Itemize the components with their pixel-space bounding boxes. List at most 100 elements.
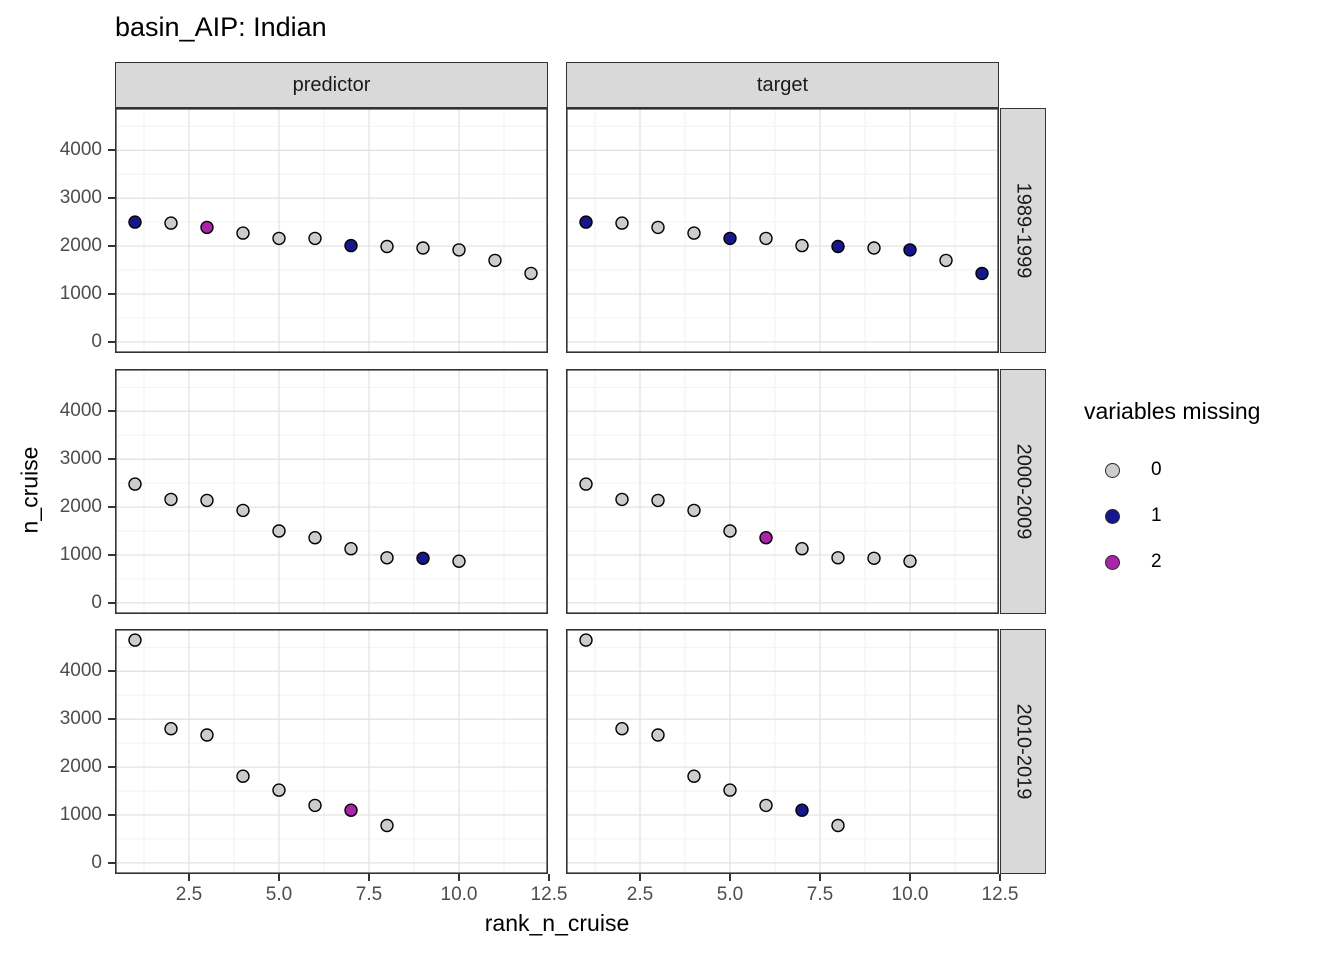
y-tick-label: 2000: [59, 235, 102, 256]
data-point: [164, 216, 178, 230]
chart-title: basin_AIP: Indian: [115, 12, 327, 42]
facet-col-strip-predictor: predictor: [115, 62, 548, 108]
y-tick-label: 1000: [59, 283, 102, 304]
x-axis-tick: [368, 874, 370, 881]
y-axis-tick: [108, 341, 115, 343]
facet-panel-r1-c0: [115, 369, 548, 614]
x-tick-label: 7.5: [806, 884, 834, 905]
data-point: [687, 226, 701, 240]
data-point: [723, 783, 737, 797]
data-point: [867, 241, 881, 255]
y-axis-tick: [108, 293, 115, 295]
y-axis-tick: [108, 197, 115, 199]
data-point: [615, 721, 629, 736]
y-axis-tick: [108, 814, 115, 816]
data-point: [308, 530, 322, 545]
y-axis-tick: [108, 670, 115, 672]
y-axis-tick: [108, 458, 115, 460]
data-point: [939, 253, 953, 268]
x-axis-tick: [278, 874, 280, 881]
x-axis-tick: [188, 874, 190, 881]
data-point: [308, 231, 322, 246]
x-axis-tick: [729, 874, 731, 881]
y-axis-tick: [108, 766, 115, 768]
x-tick-label: 2.5: [175, 884, 203, 905]
data-point: [687, 503, 701, 518]
x-axis-tick: [909, 874, 911, 881]
legend-item-label: 0: [1151, 459, 1162, 480]
data-point: [831, 551, 845, 565]
y-tick-label: 3000: [59, 187, 102, 208]
data-point: [128, 215, 142, 229]
x-axis-tick: [999, 874, 1001, 881]
data-point: [236, 226, 250, 240]
y-tick-label: 4000: [59, 660, 102, 681]
facet-col-strip-target-label: target: [756, 73, 809, 96]
y-axis-tick: [108, 862, 115, 864]
facet-col-strip-predictor-label: predictor: [292, 73, 371, 96]
data-point: [164, 721, 178, 736]
data-point: [579, 477, 593, 491]
y-axis-tick: [108, 602, 115, 604]
data-point: [416, 551, 430, 566]
legend-swatch-icon: [1105, 462, 1120, 478]
data-point: [488, 253, 502, 268]
data-point: [795, 541, 809, 556]
legend: variables missing 0 1 2: [1084, 398, 1334, 585]
legend-item-label: 1: [1151, 505, 1162, 526]
data-point: [975, 266, 989, 281]
data-point: [380, 818, 394, 833]
data-point: [452, 554, 466, 568]
data-point: [380, 239, 394, 254]
y-tick-label: 1000: [59, 544, 102, 565]
data-point: [272, 524, 286, 538]
data-point: [903, 554, 917, 568]
y-tick-label: 0: [91, 592, 102, 613]
y-axis-tick: [108, 149, 115, 151]
data-point: [524, 266, 538, 281]
data-point: [308, 798, 322, 813]
data-point: [236, 503, 250, 518]
y-axis-tick: [108, 718, 115, 720]
data-point: [344, 803, 358, 817]
y-tick-label: 3000: [59, 448, 102, 469]
y-axis-tick: [108, 245, 115, 247]
y-axis-tick: [108, 506, 115, 508]
data-point: [236, 769, 250, 783]
facet-row-strip-1-label: 2000-2009: [1012, 443, 1035, 540]
x-tick-label: 12.5: [981, 884, 1019, 905]
data-point: [452, 243, 466, 257]
facet-row-strip-0: 1989-1999: [1000, 108, 1046, 353]
data-point: [831, 239, 845, 254]
legend-swatch-icon: [1105, 508, 1120, 524]
data-point: [272, 783, 286, 797]
data-point: [759, 798, 773, 813]
x-axis-tick: [639, 874, 641, 881]
y-axis-tick: [108, 554, 115, 556]
data-point: [795, 238, 809, 253]
data-point: [831, 818, 845, 833]
data-point: [759, 530, 773, 545]
legend-item-0: 0: [1084, 447, 1334, 493]
data-point: [344, 541, 358, 556]
legend-swatch-icon: [1105, 554, 1120, 570]
data-point: [164, 492, 178, 507]
x-tick-label: 10.0: [440, 884, 478, 905]
data-point: [903, 243, 917, 257]
data-point: [723, 524, 737, 538]
y-tick-label: 4000: [59, 400, 102, 421]
facet-row-strip-2: 2010-2019: [1000, 629, 1046, 874]
data-point: [380, 551, 394, 565]
legend-item-label: 2: [1151, 551, 1162, 572]
data-point: [651, 493, 665, 508]
data-point: [416, 241, 430, 255]
y-tick-label: 2000: [59, 496, 102, 517]
facet-row-strip-1: 2000-2009: [1000, 369, 1046, 614]
legend-item-1: 1: [1084, 493, 1334, 539]
facet-col-strip-target: target: [566, 62, 999, 108]
y-axis-tick: [108, 410, 115, 412]
x-tick-label: 7.5: [355, 884, 383, 905]
legend-item-2: 2: [1084, 539, 1334, 585]
y-axis-title: n_cruise: [16, 446, 43, 534]
